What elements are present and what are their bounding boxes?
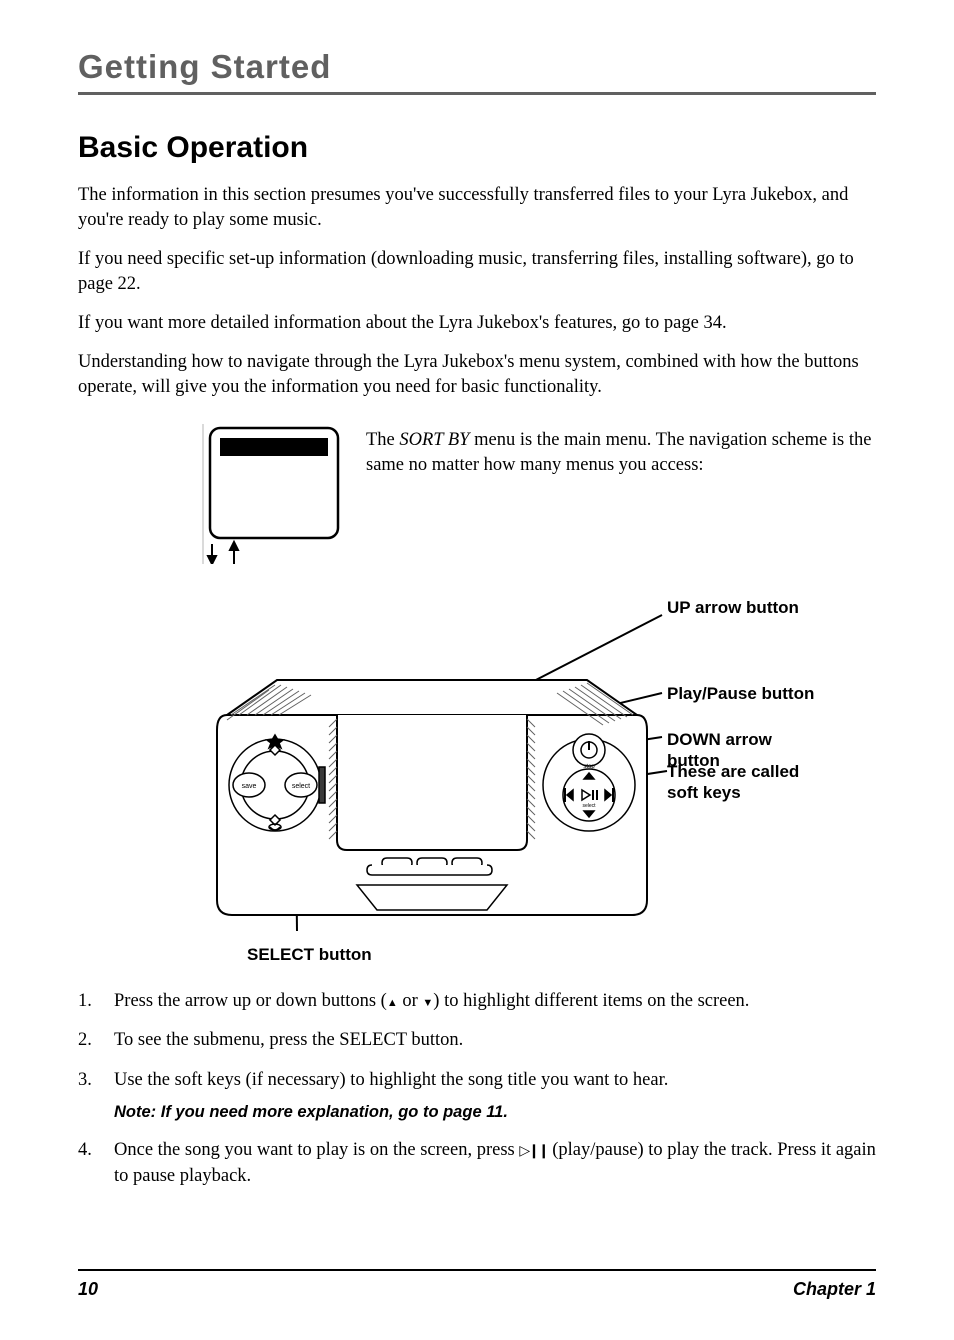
- stop-label: stop: [583, 764, 595, 770]
- play-select-label: select: [582, 803, 596, 809]
- chapter-rule: [78, 92, 876, 95]
- down-triangle-icon: ▼: [422, 997, 433, 1009]
- intro-para-2: If you need specific set-up information …: [78, 247, 876, 297]
- step-2: To see the submenu, press the SELECT but…: [78, 1028, 876, 1054]
- up-triangle-icon: ▲: [387, 997, 398, 1009]
- step-1-mid: or: [398, 991, 423, 1011]
- label-up-arrow: UP arrow button: [667, 597, 817, 618]
- label-soft-keys: These are called soft keys: [667, 761, 827, 804]
- chapter-label: Chapter 1: [793, 1279, 876, 1300]
- footer-rule: [78, 1269, 876, 1271]
- section-title: Basic Operation: [78, 131, 876, 165]
- step-1-post: ) to highlight different items on the sc…: [433, 991, 749, 1011]
- step-4: Once the song you want to play is on the…: [78, 1138, 876, 1189]
- save-label: save: [242, 783, 257, 790]
- label-play-pause: Play/Pause button: [667, 683, 814, 704]
- chapter-title: Getting Started: [78, 48, 876, 92]
- intro-para-1: The information in this section presumes…: [78, 183, 876, 233]
- sortby-pre: The: [366, 430, 399, 450]
- step-1-pre: Press the arrow up or down buttons (: [114, 991, 387, 1011]
- label-select-button: SELECT button: [247, 944, 372, 965]
- device-figure: UP arrow button Play/Pause button DOWN a…: [127, 585, 827, 965]
- select-label: select: [292, 783, 310, 790]
- step-4-pre: Once the song you want to play is on the…: [114, 1140, 519, 1160]
- intro-para-3: If you want more detailed information ab…: [78, 311, 876, 336]
- sortby-description: The SORT BY menu is the main menu. The n…: [366, 424, 876, 569]
- steps-list: Press the arrow up or down buttons (▲ or…: [78, 989, 876, 1203]
- step-3-note: Note: If you need more explanation, go t…: [114, 1101, 876, 1124]
- step-3-text: Use the soft keys (if necessary) to high…: [114, 1070, 668, 1090]
- page-number: 10: [78, 1279, 98, 1300]
- screen-illustration: [198, 424, 348, 569]
- figure-screen-row: The SORT BY menu is the main menu. The n…: [78, 424, 876, 569]
- intro-para-4: Understanding how to navigate through th…: [78, 350, 876, 400]
- chapter-header: Getting Started: [78, 48, 876, 131]
- device-svg: save select: [207, 675, 657, 935]
- step-3: Use the soft keys (if necessary) to high…: [78, 1068, 876, 1124]
- playpause-icon: ▷❙❙: [519, 1142, 547, 1158]
- sortby-italic: SORT BY: [399, 430, 469, 450]
- page-footer: 10 Chapter 1: [78, 1259, 876, 1300]
- step-1: Press the arrow up or down buttons (▲ or…: [78, 989, 876, 1015]
